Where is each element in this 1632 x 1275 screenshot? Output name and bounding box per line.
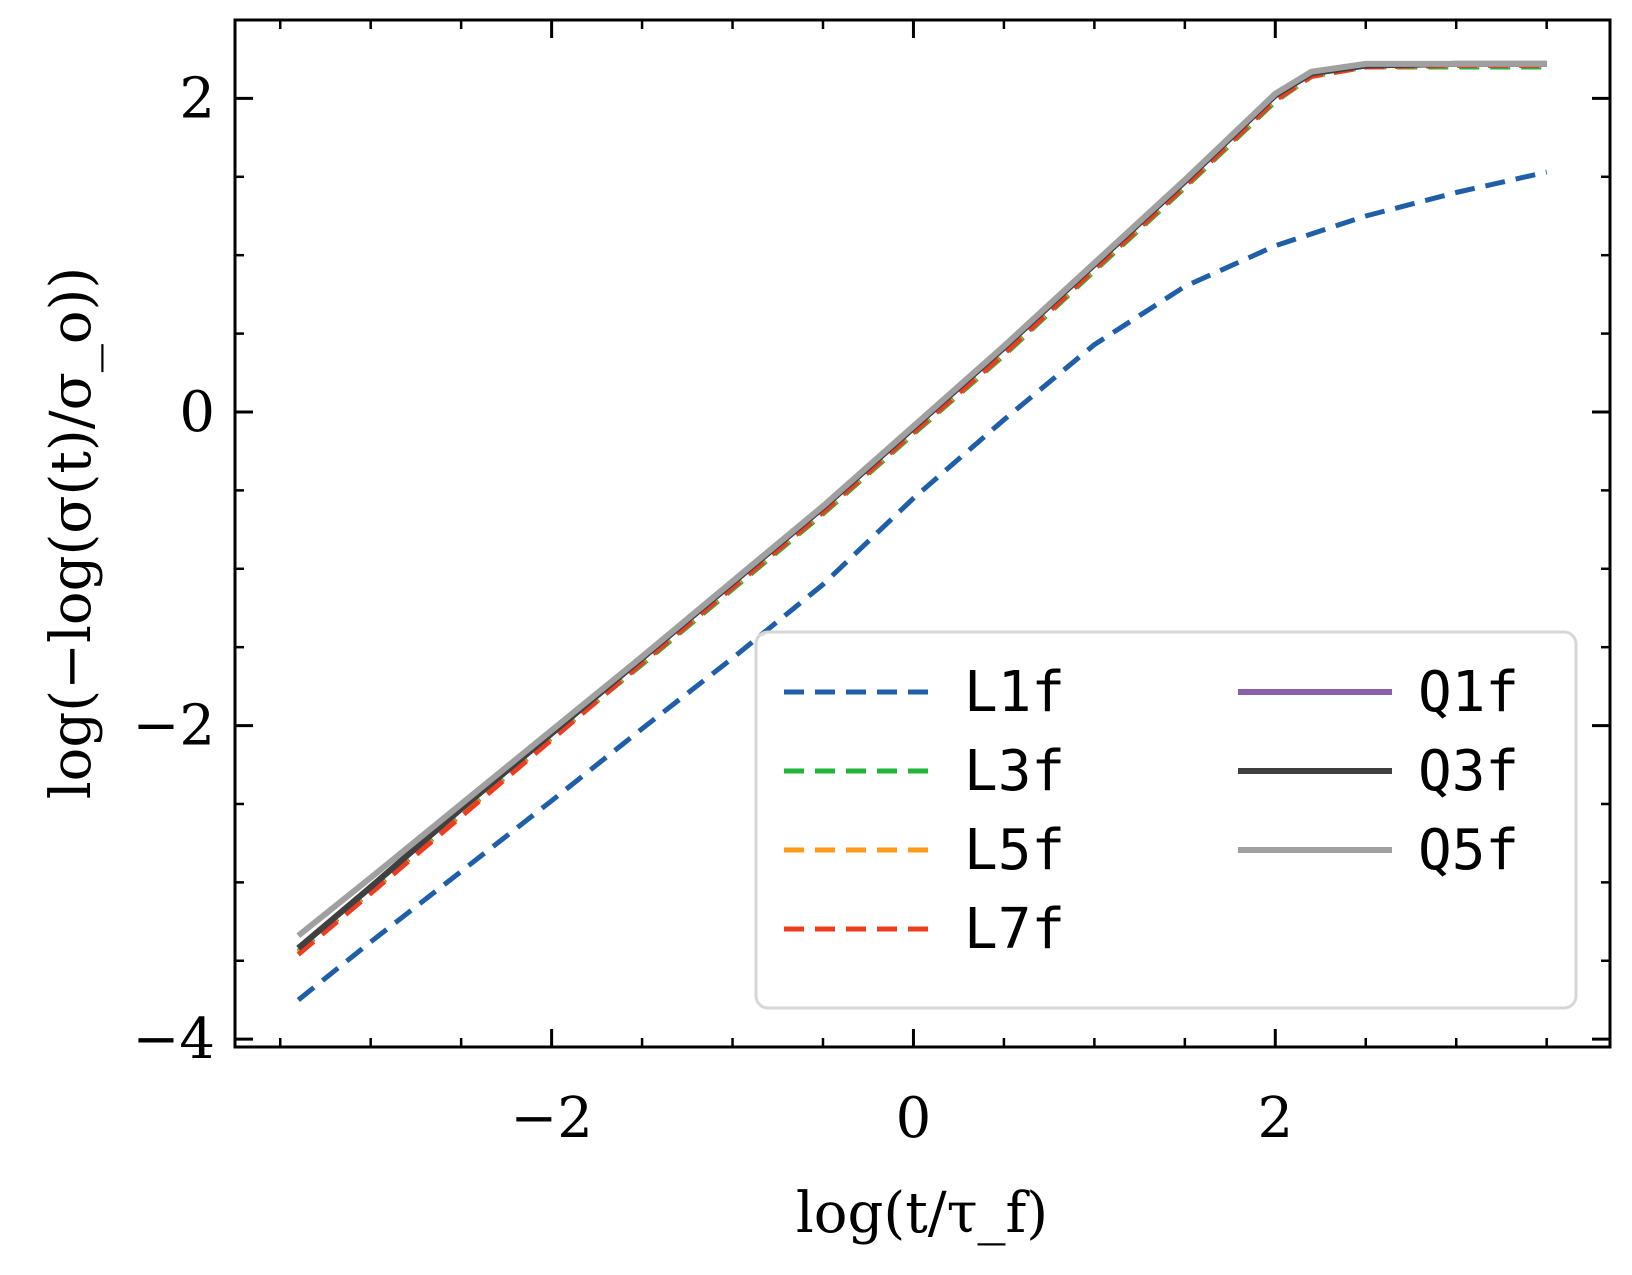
y-axis-title: log(−log(σ(t)/σ_o)) — [39, 267, 104, 800]
plot-frame — [233, 18, 1612, 1049]
x-axis-title: log(t/τ_f) — [796, 1181, 1048, 1246]
series-line-q5f — [296, 60, 1547, 939]
x-tick-label: 2 — [1257, 1086, 1293, 1151]
major-ticks — [235, 20, 1610, 1047]
legend-label-q5f: Q5f — [1418, 818, 1519, 883]
y-tick-labels: −4 −2 0 2 — [132, 66, 215, 1072]
x-tick-labels: −2 0 2 — [510, 1086, 1293, 1151]
x-tick-label: 0 — [896, 1086, 932, 1151]
legend: L1f L3f L5f L7f Q1f Q3f Q5f — [754, 630, 1578, 1010]
y-tick-label: 2 — [179, 66, 215, 131]
series-line-l1f — [296, 169, 1548, 1002]
y-tick-label: −4 — [132, 1007, 215, 1072]
legend-label-q3f: Q3f — [1418, 739, 1519, 804]
x-tick-label: −2 — [510, 1086, 593, 1151]
y-tick-label: 0 — [179, 380, 215, 445]
legend-box — [754, 630, 1578, 1010]
legend-label-l3f: L3f — [964, 739, 1065, 804]
series-lines — [296, 60, 1548, 1002]
minor-ticks — [235, 18, 1610, 1047]
legend-label-l7f: L7f — [964, 897, 1065, 962]
legend-entries: L1f L3f L5f L7f Q1f Q3f Q5f — [784, 660, 1519, 962]
legend-label-l5f: L5f — [964, 818, 1065, 883]
y-tick-label: −2 — [132, 694, 215, 759]
legend-label-q1f: Q1f — [1418, 660, 1519, 725]
legend-label-l1f: L1f — [964, 660, 1065, 725]
